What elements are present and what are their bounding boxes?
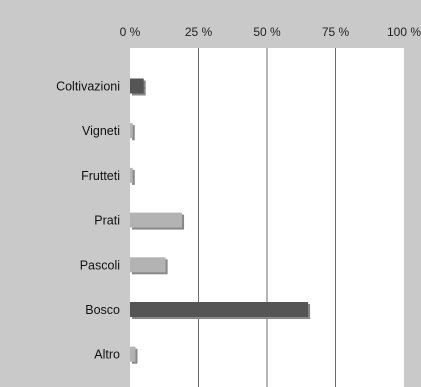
category-label: Coltivazioni <box>56 80 120 94</box>
category-label: Altro <box>94 348 120 362</box>
bar-coltivazioni <box>130 78 144 94</box>
category-label: Bosco <box>85 303 120 317</box>
bar-bosco <box>130 302 309 317</box>
x-tick-label: 25 % <box>185 25 213 39</box>
category-label: Frutteti <box>81 169 120 183</box>
x-tick-label: 0 % <box>120 25 141 39</box>
x-tick-label: 75 % <box>322 25 350 39</box>
category-label: Prati <box>94 214 120 228</box>
bar-prati <box>130 212 183 228</box>
bar-pascoli <box>130 257 166 273</box>
frame-left-band <box>0 0 130 387</box>
bar-frutteti <box>130 167 133 183</box>
category-label: Pascoli <box>80 258 120 272</box>
x-tick-label: 50 % <box>253 25 281 39</box>
bar-altro <box>130 346 136 362</box>
bar-shadow <box>132 169 135 185</box>
bar-vigneti <box>130 123 133 139</box>
x-tick-labels: 0 % 25 % 50 % 75 % 100 % <box>120 25 421 39</box>
x-tick-label: 100 % <box>387 25 421 39</box>
category-label: Vigneti <box>82 124 120 138</box>
category-labels: Coltivazioni Vigneti Frutteti Prati Pascoli B… <box>56 80 120 362</box>
frame-right-band <box>404 0 421 387</box>
bars <box>130 78 311 364</box>
bar-shadow <box>132 125 135 141</box>
grid-lines <box>198 48 336 387</box>
